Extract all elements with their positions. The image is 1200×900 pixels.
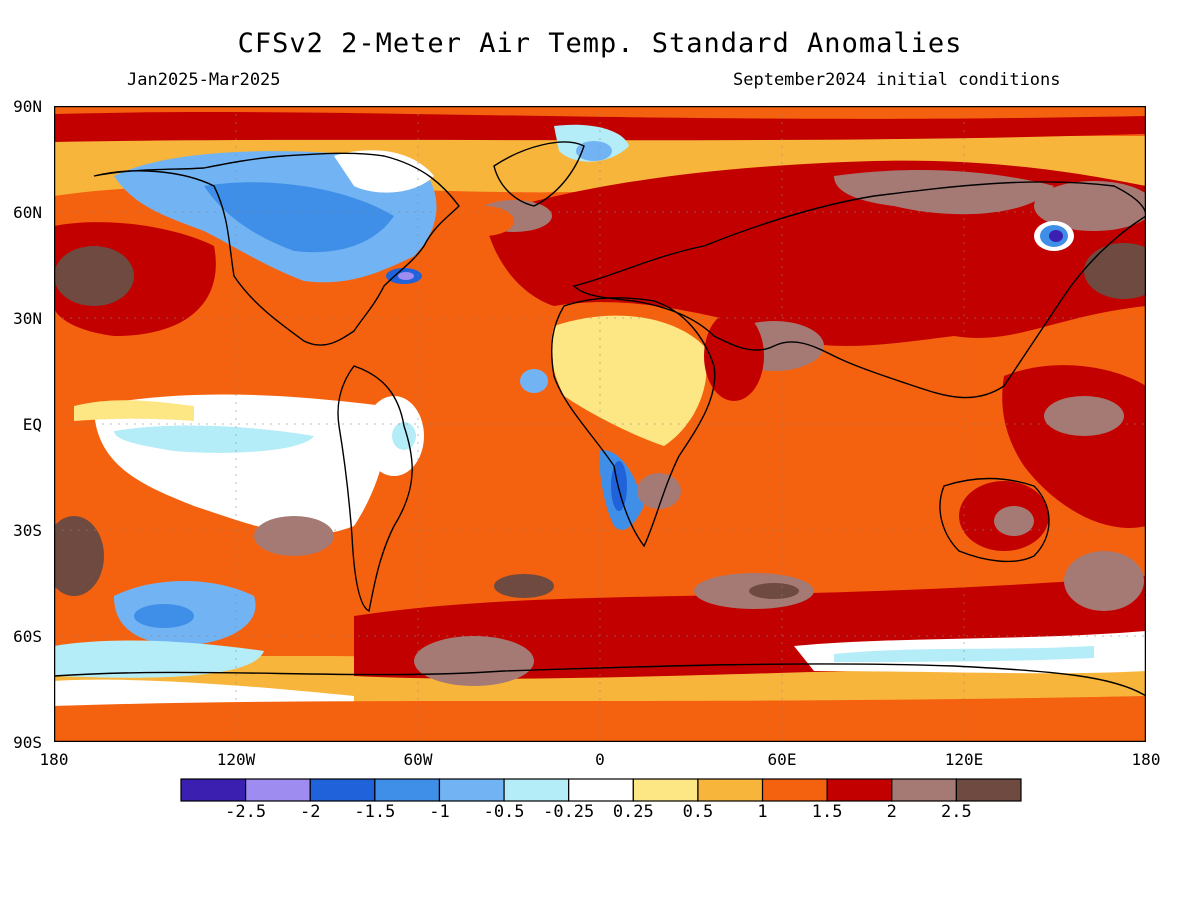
- colorbar-label: 0.25: [612, 802, 654, 822]
- colorbar-swatch: [891, 778, 957, 802]
- anomaly-field: [54, 106, 1146, 742]
- lat-label-60n: 60N: [13, 203, 42, 222]
- forecast-period: Jan2025-Mar2025: [127, 70, 281, 90]
- colorbar-swatch: [309, 778, 376, 802]
- colorbar-label: -2.5: [225, 802, 267, 822]
- colorbar-swatch: [503, 778, 570, 802]
- map-title: CFSv2 2-Meter Air Temp. Standard Anomali…: [237, 28, 963, 59]
- lon-label-0: 0: [595, 750, 605, 769]
- colorbar-swatch: [568, 778, 634, 802]
- colorbar-label: 1.5: [811, 802, 843, 822]
- colorbar-swatch: [955, 778, 1022, 802]
- colorbar-label: -2: [299, 802, 321, 822]
- lat-label-30n: 30N: [13, 309, 42, 328]
- coastlines: [54, 141, 1146, 697]
- colorbar-swatch: [697, 778, 764, 802]
- colorbar-label: 0.5: [682, 802, 714, 822]
- colorbar-label: 2.5: [941, 802, 972, 822]
- lon-label-180w: 180: [39, 750, 69, 769]
- lon-label-120e: 120E: [944, 750, 984, 769]
- map-gridlines: [54, 106, 1146, 742]
- map-frame: [54, 106, 1146, 742]
- lat-label-30s: 30S: [13, 521, 42, 540]
- lat-label-60s: 60S: [13, 627, 42, 646]
- colorbar-swatch: [761, 778, 828, 802]
- colorbar-label: -0.5: [483, 802, 525, 822]
- colorbar-swatch: [245, 778, 311, 802]
- colorbar-label: 1: [757, 802, 768, 822]
- colorbar-label: 2: [886, 802, 897, 822]
- lon-label-120w: 120W: [216, 750, 256, 769]
- colorbar: [180, 778, 1022, 802]
- colorbar-swatch: [180, 778, 247, 802]
- lon-label-60w: 60W: [403, 750, 433, 769]
- colorbar-swatch: [374, 778, 441, 802]
- initial-conditions: September2024 initial conditions: [733, 70, 1061, 90]
- lat-label-eq: EQ: [22, 415, 42, 434]
- colorbar-label: -0.25: [543, 802, 595, 822]
- colorbar-swatch: [826, 778, 893, 802]
- colorbar-label: -1: [429, 802, 450, 822]
- colorbar-swatch: [632, 778, 699, 802]
- colorbar-swatch: [438, 778, 505, 802]
- lat-label-90s: 90S: [13, 733, 42, 752]
- lon-label-180e: 180: [1131, 750, 1161, 769]
- lat-label-90n: 90N: [13, 97, 42, 116]
- anomaly-map: [54, 106, 1146, 742]
- lon-label-60e: 60E: [767, 750, 797, 769]
- colorbar-label: -1.5: [354, 802, 396, 822]
